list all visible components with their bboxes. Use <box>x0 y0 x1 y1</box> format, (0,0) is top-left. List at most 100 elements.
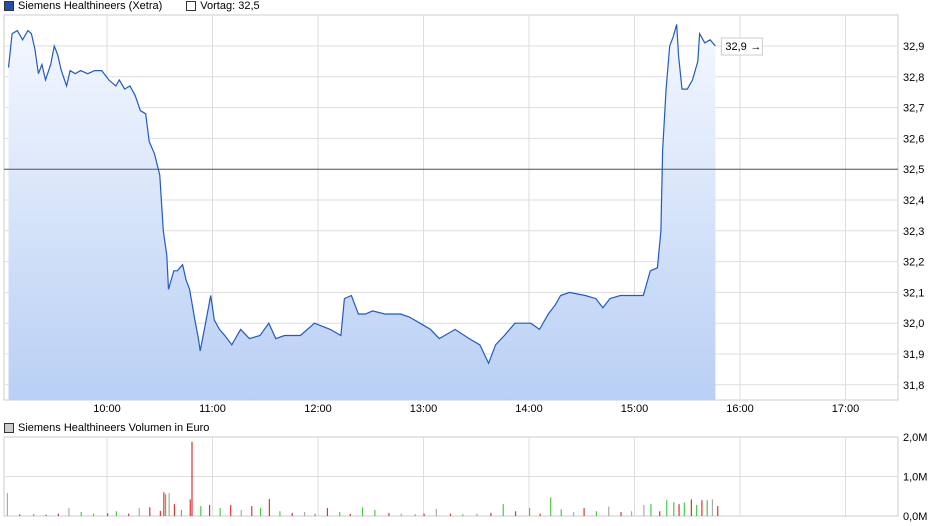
volume-bar <box>696 504 698 516</box>
volume-bar <box>711 499 714 516</box>
legend-series: Siemens Healthineers (Xetra) Vortag: 32,… <box>4 0 260 12</box>
volume-bar <box>423 513 425 516</box>
volume-bar <box>200 506 202 516</box>
volume-bar <box>349 514 351 516</box>
price-y-tick: 31,8 <box>903 380 924 392</box>
volume-bar <box>219 508 221 516</box>
volume-bar <box>361 507 364 516</box>
x-tick: 11:00 <box>199 403 226 415</box>
price-y-tick: 31,9 <box>903 349 924 361</box>
volume-y-tick: 1,0M <box>903 472 927 484</box>
volume-bar <box>279 511 281 516</box>
volume-bar <box>650 504 652 516</box>
volume-bar <box>33 514 35 516</box>
volume-bar <box>560 509 562 516</box>
volume-bar <box>595 511 598 516</box>
price-y-tick: 32,0 <box>903 318 924 330</box>
volume-bar <box>490 512 492 516</box>
volume-bar <box>683 502 685 516</box>
volume-bar <box>608 506 610 516</box>
volume-bar <box>462 514 464 516</box>
x-tick: 16:00 <box>726 403 754 415</box>
volume-bar <box>717 506 719 516</box>
volume-bar <box>128 513 130 516</box>
series-swatch <box>4 1 14 11</box>
price-y-tick: 32,5 <box>903 164 924 176</box>
volume-bar <box>6 493 8 516</box>
volume-bar <box>435 508 438 516</box>
volume-bar <box>173 504 176 516</box>
x-tick: 12:00 <box>304 403 332 415</box>
volume-bar <box>678 504 680 516</box>
volume-bar <box>230 504 232 516</box>
prev-swatch <box>186 1 197 11</box>
volume-bar <box>630 511 633 516</box>
volume-bar <box>690 499 692 516</box>
price-y-tick: 32,2 <box>903 257 924 269</box>
volume-bar <box>539 513 541 516</box>
volume-bar <box>57 513 59 516</box>
volume-bar <box>19 514 21 516</box>
volume-bar <box>339 512 341 516</box>
price-y-tick: 32,9 <box>903 41 924 53</box>
volume-bar <box>189 499 191 516</box>
volume-bar <box>45 514 47 516</box>
volume-bar <box>529 508 531 516</box>
x-tick: 14:00 <box>515 403 543 415</box>
volume-bar <box>80 512 82 516</box>
volume-bar <box>572 512 575 516</box>
volume-bar <box>180 510 183 516</box>
volume-bar <box>303 512 306 516</box>
price-y-tick: 32,7 <box>903 103 924 115</box>
volume-bar <box>502 504 504 516</box>
volume-bar <box>666 500 668 516</box>
volume-bar <box>414 514 416 516</box>
last-price-box <box>720 37 763 56</box>
arrow-right-icon: → <box>750 41 761 53</box>
volume-bar <box>165 494 167 516</box>
volume-bar <box>514 511 517 516</box>
volume-bar <box>291 512 293 516</box>
legend-volume-label: Siemens Healthineers Volumen in Euro <box>18 422 210 434</box>
price-y-tick: 32,6 <box>903 133 924 145</box>
volume-bar <box>168 493 170 516</box>
volume-bar <box>701 500 703 516</box>
volume-bar <box>240 510 242 516</box>
volume-bar <box>643 504 645 516</box>
volume-bar <box>92 513 95 516</box>
volume-bar <box>208 504 211 516</box>
legend-volume: Siemens Healthineers Volumen in Euro <box>4 422 209 434</box>
volume-bar <box>449 513 452 516</box>
volume-bar <box>326 508 328 516</box>
price-y-tick: 32,8 <box>903 72 924 84</box>
price-y-tick: 32,1 <box>903 287 924 299</box>
volume-bar <box>107 513 109 516</box>
volume-bar <box>268 499 270 516</box>
x-tick: 10:00 <box>93 403 121 415</box>
price-area <box>8 24 716 401</box>
volume-bar <box>476 513 478 516</box>
volume-bar <box>374 510 376 516</box>
last-price-label: 32,9 <box>725 41 746 53</box>
volume-bar <box>115 511 117 516</box>
volume-bar <box>163 492 165 516</box>
volume-bar <box>583 508 585 516</box>
volume-bar <box>138 508 140 516</box>
volume-bar <box>388 512 390 516</box>
price-y-tick: 32,3 <box>903 226 924 238</box>
volume-bar <box>314 513 316 516</box>
x-tick: 15:00 <box>621 403 649 415</box>
volume-bar <box>673 502 675 516</box>
volume-bar <box>191 441 193 516</box>
price-line <box>7 24 716 365</box>
volume-bar <box>659 511 661 516</box>
volume-bar <box>259 508 262 516</box>
volume-bar <box>550 497 552 516</box>
volume-bar <box>706 500 708 516</box>
legend-series-label: Siemens Healthineers (Xetra) <box>18 0 163 12</box>
volume-bar <box>400 513 402 516</box>
x-tick: 17:00 <box>832 403 860 415</box>
legend-prev-label: Vortag: 32,5 <box>200 0 260 12</box>
